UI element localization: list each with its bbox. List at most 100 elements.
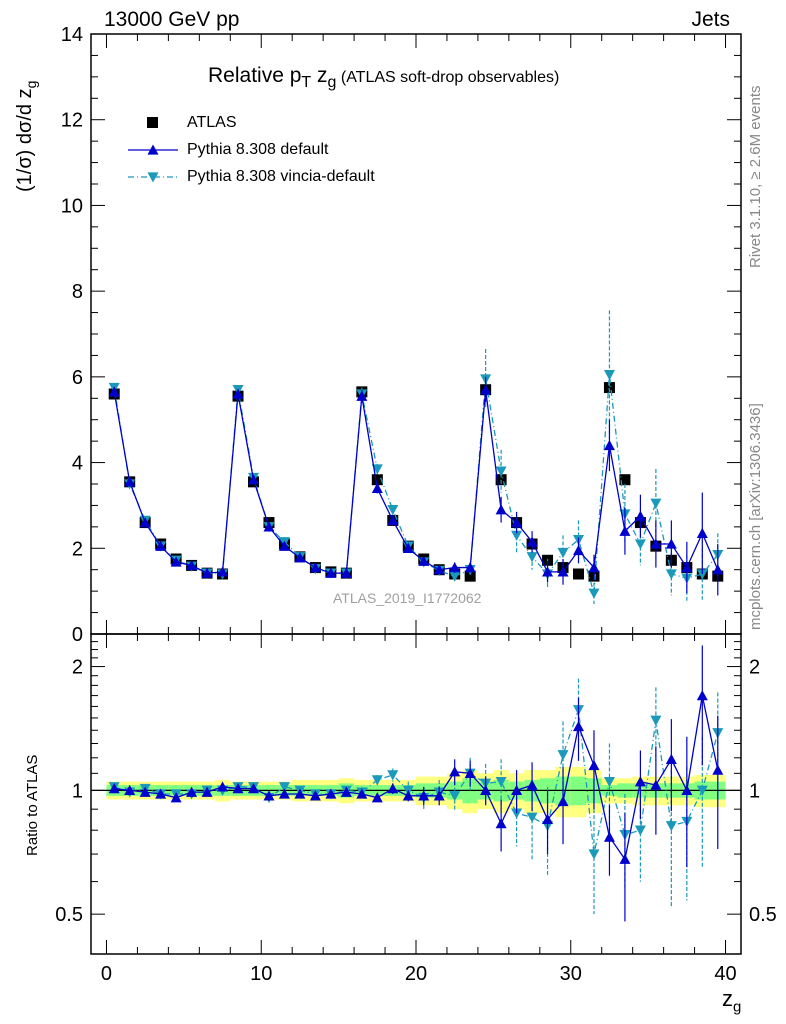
ratio-vincia-point [526, 812, 538, 823]
ratio-y-tick-label-right: 1 [749, 780, 760, 802]
ratio-y-tick-label-right: 0.5 [749, 904, 777, 926]
main-y-axis-label-sub: g [23, 80, 39, 89]
default-point [418, 555, 430, 566]
legend-entry-pythia-default: Pythia 8.308 default [187, 141, 329, 158]
default-point [278, 540, 290, 551]
x-tick-label: 40 [714, 963, 736, 985]
ratio-default-point [124, 784, 136, 796]
vincia-point [650, 498, 662, 509]
atlas-point [603, 382, 615, 394]
default-point [263, 521, 275, 532]
default-point [433, 564, 445, 575]
vincia-point [511, 530, 523, 541]
ratio-default-point [588, 759, 600, 771]
vincia-point [634, 539, 646, 550]
x-tick-label: 0 [101, 963, 112, 985]
ratio-default-point [139, 786, 151, 797]
default-point [217, 566, 229, 577]
title-sub-g: g [327, 74, 337, 92]
x-axis-label: zg [722, 986, 741, 1015]
ratio-default-point [186, 786, 198, 797]
main-y-tick-label: 10 [61, 195, 83, 217]
default-point [402, 542, 414, 553]
legend-marker-default [147, 144, 159, 155]
vincia-point [665, 569, 677, 580]
default-point [495, 504, 507, 515]
chart-title: Relative pT zg (ATLAS soft-drop observab… [208, 64, 559, 92]
default-point [619, 525, 631, 536]
ratio-vincia-point [650, 715, 662, 726]
atlas-point [371, 474, 383, 486]
ratio-vincia-point [557, 750, 569, 761]
default-point [573, 544, 584, 556]
x-axis-label-text: z [722, 986, 733, 1011]
default-point [712, 564, 724, 575]
default-point [248, 474, 259, 485]
ratio-default-point [309, 790, 321, 801]
default-point [526, 536, 538, 547]
ratio-y-axis-label: Ratio to ATLAS [24, 754, 41, 856]
default-point [650, 538, 662, 549]
main-y-tick-label: 2 [72, 538, 83, 560]
x-tick-label: 20 [405, 963, 427, 985]
ratio-default-point [155, 788, 167, 799]
default-point [387, 514, 399, 526]
analysis-watermark: ATLAS_2019_I1772062 [333, 590, 482, 606]
default-point [232, 388, 244, 399]
default-point [108, 386, 120, 397]
ratio-default-point [464, 767, 476, 779]
ratio-default-point [557, 795, 569, 807]
main-y-tick-label: 12 [61, 110, 83, 132]
ratio-default-point [696, 690, 708, 701]
ratio-default-point [712, 764, 724, 775]
x-tick-label: 30 [560, 963, 582, 985]
ratio-vincia-point [634, 825, 646, 836]
ratio-default-point [619, 853, 631, 864]
ratio-default-point [387, 783, 399, 794]
atlas-point [619, 474, 631, 486]
title-rest: (ATLAS soft-drop observables) [336, 69, 560, 86]
ratio-default-point [278, 788, 290, 799]
ratio-vincia-point [278, 782, 290, 793]
ratio-vincia-point [603, 776, 615, 788]
ratio-default-point [108, 783, 120, 794]
ratio-default-point [201, 786, 213, 797]
ratio-default-point [634, 776, 646, 787]
default-point [201, 567, 213, 578]
ratio-default-point [573, 720, 584, 732]
default-point [449, 562, 461, 573]
ratio-default-line [114, 695, 719, 861]
ratio-vincia-line [114, 709, 719, 855]
energy-label: 13000 GeV pp [104, 8, 240, 31]
ratio-y-tick-label-left: 2 [72, 657, 83, 679]
default-point [371, 482, 383, 493]
default-point [665, 538, 677, 549]
ratio-default-point [418, 790, 430, 801]
ratio-default-point [371, 792, 383, 803]
default-point [696, 527, 708, 538]
main-y-axis-label-text: (1/σ) dσ/d z [14, 88, 36, 192]
ratio-default-point [480, 784, 492, 796]
axis-ticks [91, 33, 741, 955]
legend-entry-pythia-vincia: Pythia 8.308 vincia-default [187, 168, 375, 185]
ratio-vincia-point [495, 776, 507, 788]
default-point [588, 562, 600, 573]
default-line [113, 389, 719, 574]
ratio-default-point [263, 790, 275, 801]
process-label: Jets [691, 8, 730, 31]
default-point [309, 562, 321, 573]
title-mid: z [311, 64, 328, 87]
ratio-default-point [449, 766, 461, 777]
title-sub-pt: T [301, 74, 312, 92]
default-point [356, 390, 368, 401]
default-point [542, 566, 554, 577]
ratio-default-point [681, 784, 693, 796]
atlas-point [464, 570, 476, 582]
default-point [634, 510, 646, 521]
ratio-default-point [495, 818, 507, 829]
ratio-vincia-point [371, 775, 383, 786]
ratio-vincia-point [588, 849, 600, 860]
ratio-y-tick-label-right: 2 [749, 657, 760, 679]
